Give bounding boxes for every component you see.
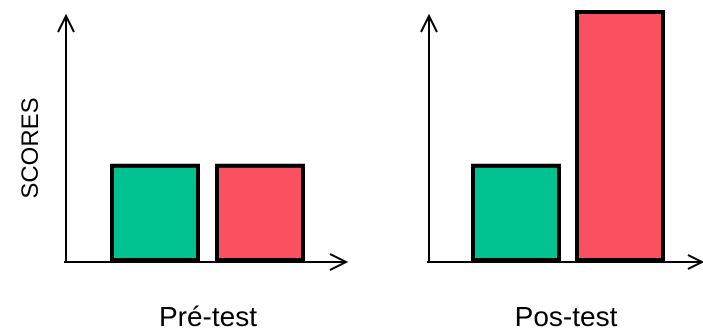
- x-axis-label: Pos-test: [515, 301, 618, 330]
- y-axis-arrowhead: [57, 13, 75, 33]
- bar-red: [575, 10, 665, 262]
- panel-pretest: Pré-test: [57, 13, 349, 330]
- x-axis-arrowhead: [329, 253, 349, 271]
- panel-postest: Pos-test: [420, 10, 703, 330]
- bar-green: [110, 163, 200, 262]
- bars: [110, 163, 305, 262]
- bars: [471, 10, 665, 262]
- y-axis-label: SCORES: [17, 97, 44, 198]
- bar-red: [215, 163, 305, 262]
- y-axis-arrowhead: [420, 13, 438, 33]
- x-axis-arrowhead: [687, 254, 703, 270]
- x-axis-label: Pré-test: [159, 301, 257, 330]
- bar-green: [471, 163, 561, 262]
